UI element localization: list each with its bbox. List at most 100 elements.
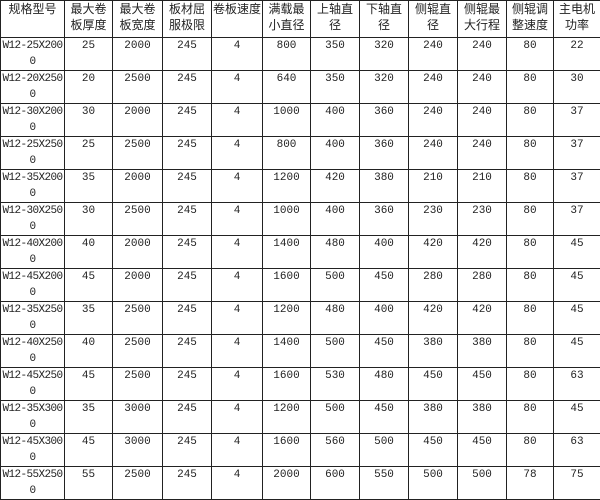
value-cell: 63 bbox=[554, 368, 600, 401]
value-cell: 420 bbox=[458, 302, 507, 335]
value-cell: 350 bbox=[311, 38, 360, 71]
value-cell: 30 bbox=[65, 104, 113, 137]
value-cell: 37 bbox=[554, 203, 600, 236]
value-cell: 400 bbox=[360, 236, 409, 269]
value-cell: 4 bbox=[212, 467, 263, 500]
value-cell: 37 bbox=[554, 104, 600, 137]
model-cell: W12-40X2000 bbox=[1, 236, 65, 269]
model-cell: W12-40X2500 bbox=[1, 335, 65, 368]
value-cell: 3000 bbox=[113, 434, 163, 467]
value-cell: 4 bbox=[212, 401, 263, 434]
value-cell: 380 bbox=[458, 335, 507, 368]
value-cell: 530 bbox=[311, 368, 360, 401]
value-cell: 500 bbox=[409, 467, 458, 500]
value-cell: 240 bbox=[409, 137, 458, 170]
value-cell: 450 bbox=[458, 368, 507, 401]
value-cell: 600 bbox=[311, 467, 360, 500]
value-cell: 280 bbox=[409, 269, 458, 302]
value-cell: 450 bbox=[409, 368, 458, 401]
value-cell: 4 bbox=[212, 137, 263, 170]
value-cell: 500 bbox=[311, 401, 360, 434]
value-cell: 45 bbox=[554, 236, 600, 269]
value-cell: 2000 bbox=[263, 467, 311, 500]
value-cell: 400 bbox=[311, 203, 360, 236]
value-cell: 4 bbox=[212, 38, 263, 71]
column-header: 规格型号 bbox=[1, 1, 65, 38]
value-cell: 80 bbox=[507, 104, 554, 137]
column-header: 最大卷板厚度 bbox=[65, 1, 113, 38]
value-cell: 80 bbox=[507, 368, 554, 401]
value-cell: 37 bbox=[554, 137, 600, 170]
value-cell: 245 bbox=[163, 467, 212, 500]
value-cell: 80 bbox=[507, 236, 554, 269]
model-cell: W12-45X2500 bbox=[1, 368, 65, 401]
value-cell: 1200 bbox=[263, 170, 311, 203]
value-cell: 245 bbox=[163, 302, 212, 335]
value-cell: 320 bbox=[360, 38, 409, 71]
value-cell: 240 bbox=[409, 38, 458, 71]
value-cell: 245 bbox=[163, 434, 212, 467]
value-cell: 75 bbox=[554, 467, 600, 500]
value-cell: 360 bbox=[360, 137, 409, 170]
value-cell: 45 bbox=[65, 269, 113, 302]
value-cell: 450 bbox=[360, 269, 409, 302]
value-cell: 240 bbox=[458, 38, 507, 71]
value-cell: 380 bbox=[458, 401, 507, 434]
value-cell: 4 bbox=[212, 71, 263, 104]
value-cell: 2000 bbox=[113, 236, 163, 269]
value-cell: 350 bbox=[311, 71, 360, 104]
model-cell: W12-25X2500 bbox=[1, 137, 65, 170]
value-cell: 240 bbox=[409, 71, 458, 104]
value-cell: 20 bbox=[65, 71, 113, 104]
value-cell: 78 bbox=[507, 467, 554, 500]
value-cell: 4 bbox=[212, 203, 263, 236]
value-cell: 1600 bbox=[263, 269, 311, 302]
value-cell: 4 bbox=[212, 335, 263, 368]
value-cell: 80 bbox=[507, 302, 554, 335]
value-cell: 80 bbox=[507, 401, 554, 434]
column-header: 主电机功率 bbox=[554, 1, 600, 38]
value-cell: 4 bbox=[212, 302, 263, 335]
value-cell: 500 bbox=[458, 467, 507, 500]
value-cell: 450 bbox=[360, 401, 409, 434]
value-cell: 80 bbox=[507, 434, 554, 467]
value-cell: 400 bbox=[360, 302, 409, 335]
value-cell: 400 bbox=[311, 137, 360, 170]
value-cell: 2500 bbox=[113, 302, 163, 335]
value-cell: 245 bbox=[163, 38, 212, 71]
value-cell: 420 bbox=[311, 170, 360, 203]
value-cell: 360 bbox=[360, 104, 409, 137]
model-cell: W12-55X2500 bbox=[1, 467, 65, 500]
value-cell: 4 bbox=[212, 170, 263, 203]
value-cell: 245 bbox=[163, 137, 212, 170]
value-cell: 25 bbox=[65, 38, 113, 71]
value-cell: 245 bbox=[163, 401, 212, 434]
value-cell: 25 bbox=[65, 137, 113, 170]
column-header: 上轴直径 bbox=[311, 1, 360, 38]
value-cell: 210 bbox=[409, 170, 458, 203]
value-cell: 35 bbox=[65, 302, 113, 335]
value-cell: 450 bbox=[360, 335, 409, 368]
value-cell: 230 bbox=[458, 203, 507, 236]
column-header: 最大卷板宽度 bbox=[113, 1, 163, 38]
value-cell: 3000 bbox=[113, 401, 163, 434]
value-cell: 1600 bbox=[263, 368, 311, 401]
value-cell: 2000 bbox=[113, 38, 163, 71]
value-cell: 420 bbox=[409, 302, 458, 335]
value-cell: 80 bbox=[507, 38, 554, 71]
value-cell: 45 bbox=[65, 368, 113, 401]
value-cell: 35 bbox=[65, 170, 113, 203]
value-cell: 2500 bbox=[113, 335, 163, 368]
value-cell: 45 bbox=[554, 269, 600, 302]
value-cell: 480 bbox=[360, 368, 409, 401]
